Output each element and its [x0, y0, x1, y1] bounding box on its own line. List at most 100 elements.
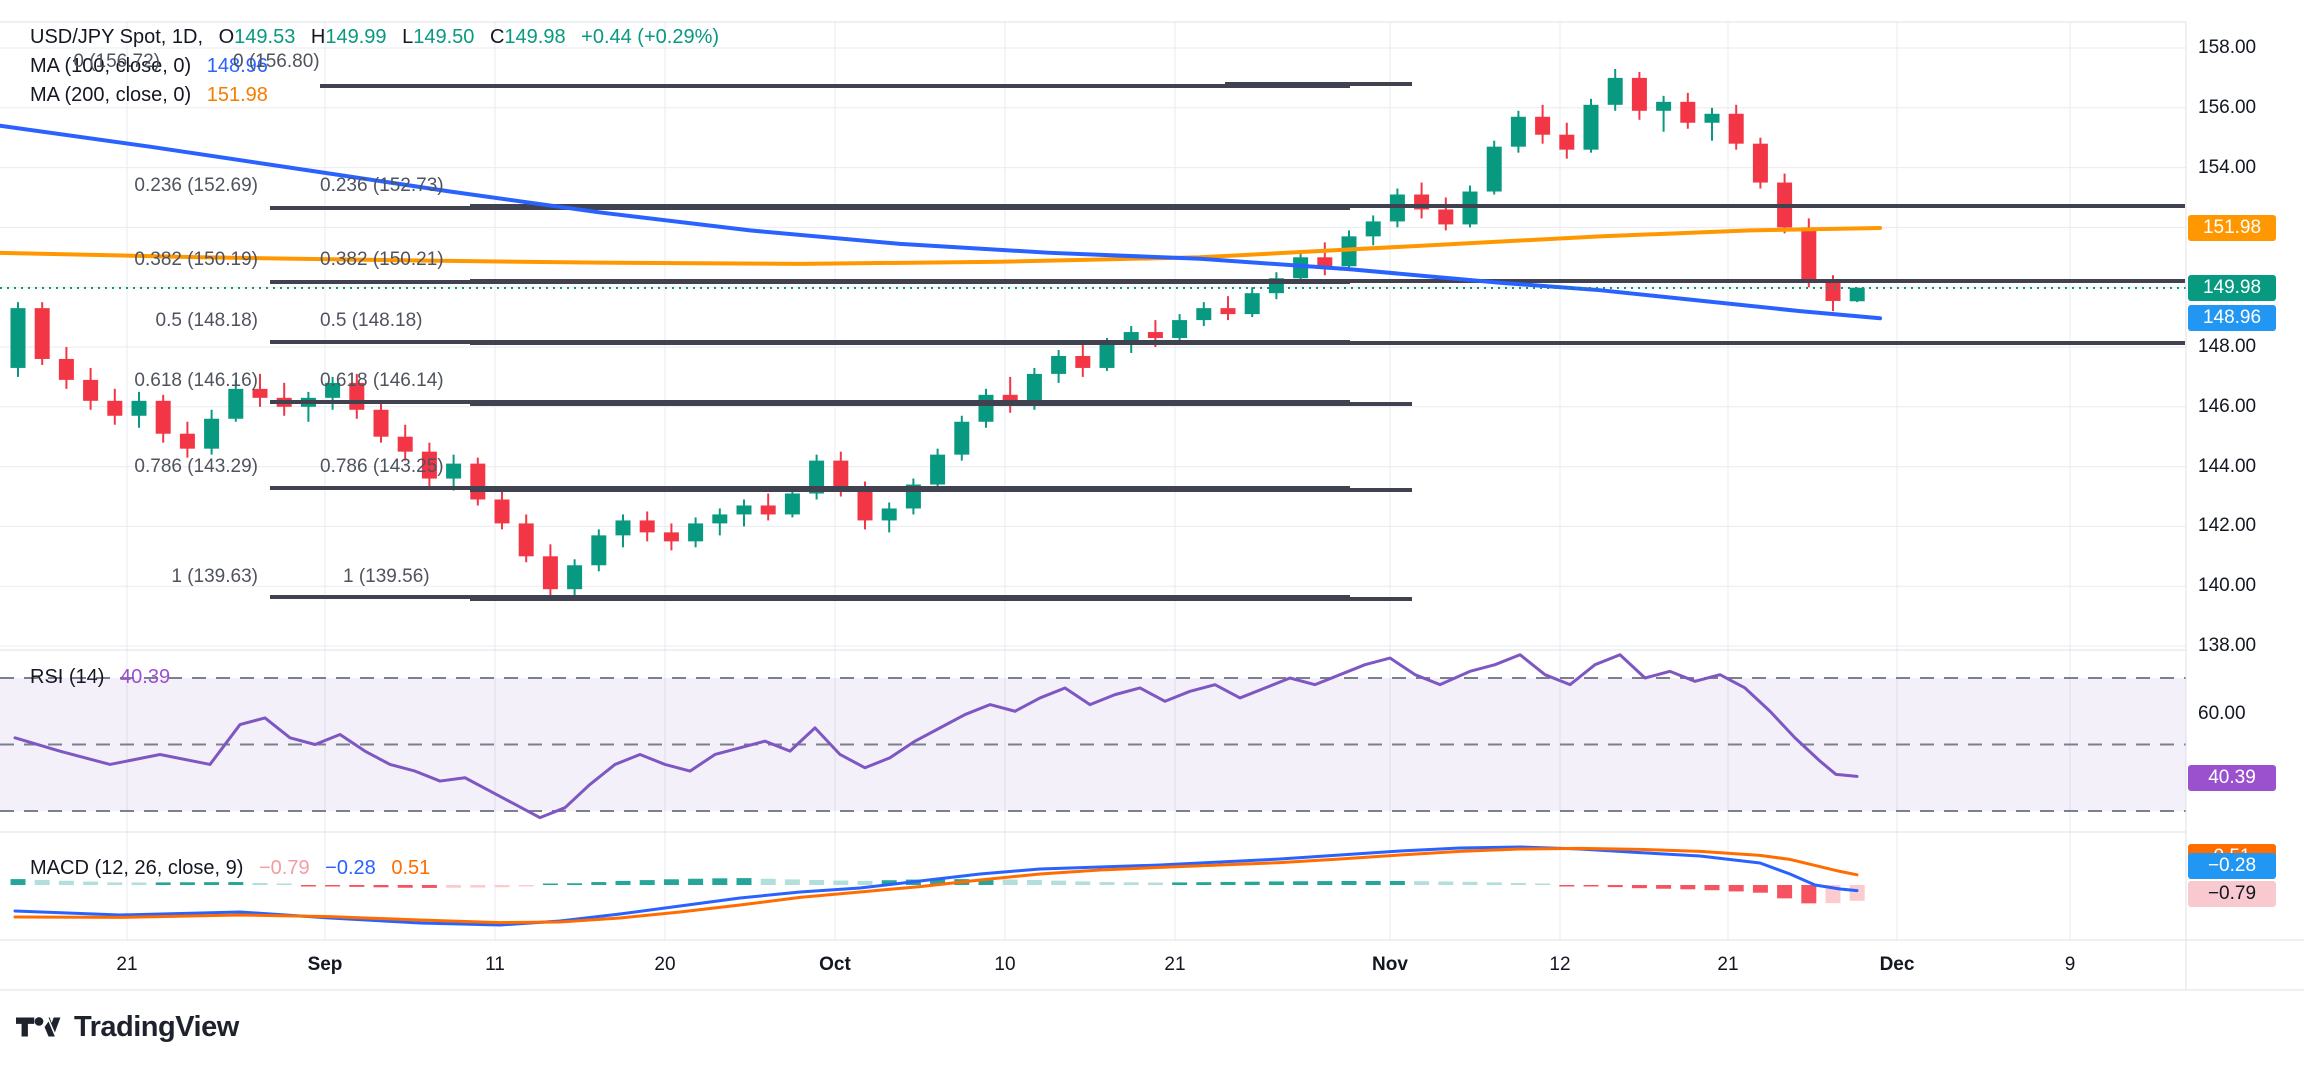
tradingview-logo-icon [16, 1017, 61, 1037]
candle [1196, 308, 1212, 321]
candle [1680, 101, 1696, 123]
high-value: 149.99 [325, 26, 387, 48]
symbol-header-row[interactable]: USD/JPY Spot, 1D, O149.53 H149.99 L149.5… [30, 24, 719, 50]
candle [1365, 221, 1381, 237]
candle [857, 490, 873, 521]
time-axis-label: 21 [116, 954, 138, 975]
time-axis-label: 20 [654, 954, 676, 975]
macd-line-value: −0.28 [325, 857, 376, 879]
tradingview-logo-link[interactable]: TradingView [16, 1008, 239, 1046]
candle [10, 308, 26, 368]
candle [373, 409, 389, 437]
candle [1123, 332, 1139, 345]
ma200-label: MA (200, close, 0) [30, 84, 192, 106]
price-axis-label: 142.00 [2198, 515, 2257, 536]
close-label: C [489, 26, 505, 48]
candle [930, 454, 946, 485]
macd-hist-value: −0.79 [258, 857, 310, 879]
candle [1728, 113, 1744, 144]
candle [446, 463, 462, 479]
candle [397, 436, 413, 452]
candle [494, 499, 510, 524]
candle [760, 505, 776, 515]
candle [1510, 116, 1526, 147]
candle [34, 308, 50, 359]
candle [1317, 257, 1333, 267]
candle [1002, 394, 1018, 404]
time-axis-label: 21 [1164, 954, 1186, 975]
high-label: H [310, 26, 326, 48]
candle [784, 493, 800, 515]
open-label: O [218, 26, 235, 48]
candle [712, 514, 728, 524]
price-axis-badge: −0.28 [2188, 853, 2276, 879]
candle [107, 400, 123, 416]
candle [204, 418, 220, 449]
candle [155, 400, 171, 434]
price-axis-label: 158.00 [2198, 37, 2257, 58]
candle [809, 460, 825, 494]
macd-header-row[interactable]: MACD (12, 26, close, 9) −0.79 −0.28 0.51 [30, 855, 430, 881]
candle [1486, 146, 1502, 192]
candle [179, 433, 195, 449]
candle [1583, 104, 1599, 150]
time-axis-label: Sep [307, 954, 343, 975]
candle [518, 523, 534, 557]
candle [1099, 344, 1115, 368]
tradingview-logo-text: TradingView [74, 1010, 239, 1043]
price-axis-badge: 151.98 [2188, 215, 2276, 241]
candle [421, 451, 437, 479]
candle [615, 520, 631, 536]
candle [1704, 113, 1720, 123]
candle [1172, 320, 1188, 339]
rsi-value: 40.39 [120, 666, 171, 688]
macd-label: MACD (12, 26, close, 9) [30, 857, 244, 879]
candle [954, 421, 970, 455]
candle [1438, 209, 1454, 225]
candle [833, 460, 849, 491]
candle [1631, 77, 1647, 111]
low-label: L [402, 26, 414, 48]
candle [83, 379, 99, 401]
ma200-header-row[interactable]: MA (200, close, 0) 151.98 [30, 82, 268, 108]
ma100-value: 148.96 [206, 55, 268, 77]
ma100-header-row[interactable]: MA (100, close, 0) 148.96 [30, 53, 268, 79]
candle [1535, 116, 1551, 135]
candle [542, 556, 558, 590]
candle [325, 382, 341, 398]
candle [591, 535, 607, 566]
price-axis-label: 140.00 [2198, 575, 2257, 596]
candle [736, 505, 752, 515]
candle [639, 520, 655, 533]
price-axis-label: 148.00 [2198, 336, 2257, 357]
change-value: +0.44 (+0.29%) [581, 26, 720, 48]
time-axis-label: Oct [819, 954, 851, 975]
candle [688, 523, 704, 542]
time-axis-label: 9 [2064, 954, 2076, 975]
price-axis-badge: −0.79 [2188, 881, 2276, 907]
rsi-header-row[interactable]: RSI (14) 40.39 [30, 664, 170, 690]
candle [470, 463, 486, 500]
ma200-value: 151.98 [206, 84, 268, 106]
time-axis-label: Nov [1372, 954, 1408, 975]
candle [663, 532, 679, 542]
price-axis-label: 138.00 [2198, 635, 2257, 656]
ma100-label: MA (100, close, 0) [30, 55, 192, 77]
candle [1656, 101, 1672, 111]
candle [1801, 227, 1817, 282]
price-axis-badge: 149.98 [2188, 275, 2276, 301]
price-axis-badge: 148.96 [2188, 305, 2276, 331]
candle [1849, 287, 1865, 302]
price-axis-badge: 40.39 [2188, 765, 2276, 791]
candle [228, 388, 244, 419]
time-axis-label: 10 [994, 954, 1016, 975]
candle [1825, 281, 1841, 301]
price-axis-label: 156.00 [2198, 97, 2257, 118]
close-value: 149.98 [504, 26, 566, 48]
candle [349, 382, 365, 410]
candle [1559, 134, 1575, 150]
symbol-title: USD/JPY Spot, 1D, [30, 26, 204, 48]
candle [58, 358, 74, 380]
